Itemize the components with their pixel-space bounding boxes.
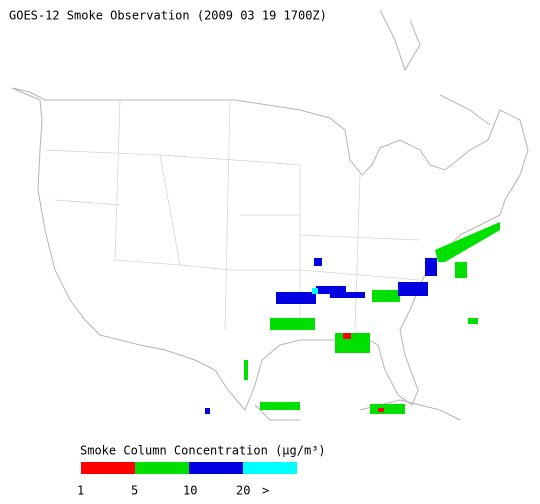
- colorbar-label: 1: [77, 484, 84, 498]
- colorbar-label: 5: [131, 484, 138, 498]
- smoke-patch: [314, 258, 322, 266]
- legend-title: Smoke Column Concentration (μg/m³): [80, 444, 326, 458]
- smoke-patch: [244, 360, 248, 380]
- smoke-patch: [378, 408, 384, 412]
- smoke-patch: [270, 318, 315, 330]
- smoke-patch: [370, 404, 405, 414]
- smoke-patch: [343, 333, 351, 339]
- smoke-patch: [330, 292, 365, 298]
- colorbar-label: 20: [236, 484, 250, 498]
- colorbar-label: >: [262, 484, 269, 498]
- smoke-patch: [205, 408, 210, 414]
- colorbar-segment: [243, 462, 297, 474]
- smoke-patch: [335, 333, 370, 353]
- smoke-patch: [468, 318, 478, 324]
- colorbar-segment: [189, 462, 243, 474]
- smoke-patch: [260, 402, 300, 410]
- smoke-patch: [455, 262, 467, 278]
- basemap: [11, 9, 529, 421]
- map-title: GOES-12 Smoke Observation (2009 03 19 17…: [9, 9, 327, 23]
- smoke-patch: [276, 292, 316, 304]
- smoke-patch: [435, 222, 500, 262]
- smoke-patch: [425, 258, 437, 276]
- smoke-patch: [316, 286, 346, 294]
- smoke-patch: [372, 290, 400, 302]
- colorbar-segment: [81, 462, 135, 474]
- colorbar-label: 10: [183, 484, 197, 498]
- colorbar-segment: [135, 462, 189, 474]
- smoke-patch: [312, 288, 318, 294]
- smoke-plumes: [205, 222, 500, 414]
- smoke-patch: [398, 282, 428, 296]
